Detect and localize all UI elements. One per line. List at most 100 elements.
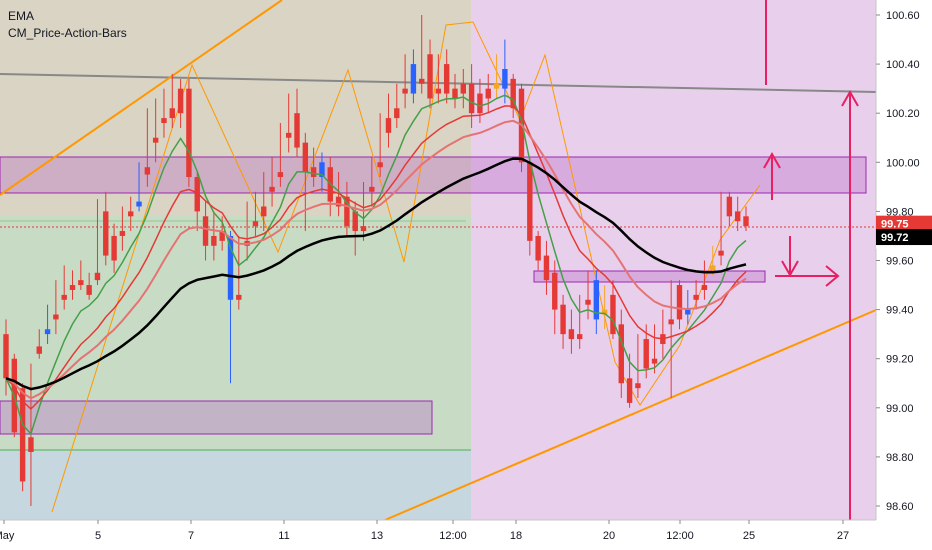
y-tick-label: 98.60 xyxy=(886,501,914,513)
indicator-legend: EMA CM_Price-Action-Bars xyxy=(8,8,127,42)
candle-body xyxy=(510,78,516,109)
x-tick-label: 5 xyxy=(95,530,101,542)
candle-body xyxy=(335,196,342,207)
candle-body xyxy=(402,88,408,94)
session-bg-pink xyxy=(471,0,876,520)
candle-body xyxy=(211,235,217,246)
x-tick-label: 13 xyxy=(371,530,383,542)
candle-body xyxy=(726,196,733,217)
ema-price-label: 99.72 xyxy=(881,232,909,244)
candle-body xyxy=(468,83,475,114)
candle-body xyxy=(78,280,84,286)
x-tick-label: 12:00 xyxy=(439,530,467,542)
candle-body xyxy=(427,54,433,99)
candle-body xyxy=(252,221,259,227)
session-bg-tan xyxy=(0,0,471,215)
candle-body xyxy=(186,88,192,178)
session-bg-blue xyxy=(0,450,471,520)
candle-body xyxy=(593,280,600,320)
last-price-badge xyxy=(876,215,932,232)
candle-body xyxy=(618,324,624,384)
candle-body xyxy=(69,285,76,290)
candle-body xyxy=(161,118,167,124)
candle-body xyxy=(169,108,175,119)
zone-middle xyxy=(533,270,766,283)
ema-long-line xyxy=(5,157,747,391)
candle-body xyxy=(111,235,117,261)
candle-body xyxy=(86,285,92,295)
candle-body xyxy=(685,309,691,315)
candle-body xyxy=(693,294,699,300)
candle-body xyxy=(452,88,458,99)
candle-body xyxy=(144,167,151,175)
candle-body xyxy=(302,142,309,173)
candle-body xyxy=(344,196,350,227)
y-tick-label: 100.60 xyxy=(886,10,920,22)
arrow-up-small-head xyxy=(763,151,781,169)
zone-upper xyxy=(0,156,867,194)
y-tick-label: 98.80 xyxy=(886,452,914,464)
candle-body xyxy=(319,162,325,178)
candle-body xyxy=(394,108,400,119)
y-tick-label: 99.00 xyxy=(886,403,914,415)
last-price-label: 99.75 xyxy=(881,219,909,231)
candle-body xyxy=(485,88,491,99)
candle-body xyxy=(734,211,741,222)
candle-body xyxy=(651,358,658,364)
candle-body xyxy=(676,285,683,320)
ema-slow-line xyxy=(5,119,747,400)
lower-orange-trendline xyxy=(384,309,877,521)
upper-orange-trendline xyxy=(0,0,283,196)
candle-body xyxy=(269,186,275,192)
candle-body xyxy=(19,388,26,482)
y-tick-label: 100.00 xyxy=(886,157,920,169)
y-axis-panel xyxy=(876,0,932,550)
candle-body xyxy=(585,299,591,305)
candle-body xyxy=(377,162,383,168)
candle-body xyxy=(128,211,134,217)
x-tick-label: 27 xyxy=(837,530,849,542)
candle-body xyxy=(502,69,508,89)
legend-price-action-bars[interactable]: CM_Price-Action-Bars xyxy=(8,26,127,40)
y-tick-label: 99.20 xyxy=(886,354,914,366)
y-tick-label: 99.60 xyxy=(886,256,914,268)
candle-body xyxy=(743,216,749,227)
candle-body xyxy=(360,226,367,232)
candle-body xyxy=(136,201,142,207)
session-bg-green xyxy=(0,215,471,450)
candle-body xyxy=(477,93,483,114)
candle-body xyxy=(601,309,608,315)
candle-body xyxy=(352,211,358,232)
x-tick-label: 7 xyxy=(188,530,194,542)
candle-body xyxy=(443,64,450,94)
candle-body xyxy=(460,83,467,94)
candle-body xyxy=(53,314,59,320)
candle-body xyxy=(701,285,708,290)
x-tick-label: 12:00 xyxy=(666,530,694,542)
candle-body xyxy=(277,172,284,178)
candle-body xyxy=(369,186,375,192)
x-tick-label: 11 xyxy=(278,530,289,542)
arrow-right-head xyxy=(825,265,840,287)
legend-ema[interactable]: EMA xyxy=(8,9,35,23)
candle-body xyxy=(568,329,575,340)
candle-body xyxy=(119,231,126,236)
candle-body xyxy=(543,255,550,281)
x-tick-label: 18 xyxy=(510,530,522,542)
candle-body xyxy=(577,334,583,340)
candle-body xyxy=(44,329,51,335)
candle-body xyxy=(152,137,159,143)
candle-body xyxy=(285,132,292,138)
candle-body xyxy=(527,162,533,241)
candle-body xyxy=(718,250,724,256)
ema-price-badge xyxy=(876,229,932,246)
candle-body xyxy=(3,334,9,379)
candle-body xyxy=(236,294,242,300)
candle-body xyxy=(419,78,425,84)
candle-body xyxy=(385,118,392,133)
arrow-up-large-head xyxy=(841,89,859,107)
candle-body xyxy=(227,235,234,300)
candle-body xyxy=(493,83,500,89)
